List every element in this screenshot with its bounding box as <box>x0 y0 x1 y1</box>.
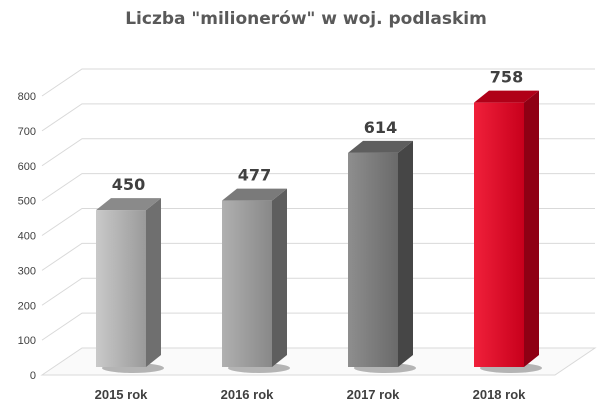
bar-side <box>524 90 539 368</box>
y-axis-ticks: 0 100 200 300 400 500 600 700 800 <box>18 91 36 382</box>
chart-title: Liczba "milionerów" w woj. podlaskim <box>125 9 487 29</box>
gridline <box>41 208 595 236</box>
data-label: 758 <box>490 68 523 87</box>
bar-front <box>96 210 146 367</box>
gridline <box>41 103 595 132</box>
gridlines <box>40 68 597 376</box>
gridline <box>41 312 595 341</box>
bar-side <box>398 140 413 367</box>
y-tick-label: 800 <box>18 91 36 103</box>
data-label: 477 <box>238 166 271 185</box>
bar-top <box>96 198 161 211</box>
y-tick-label: 400 <box>18 231 36 243</box>
x-axis-ticks: 2015 rok 2016 rok 2017 rok 2018 rok <box>95 387 527 402</box>
bar <box>222 188 287 367</box>
bar <box>348 140 413 367</box>
data-labels: 450 477 614 758 <box>112 68 523 194</box>
y-tick-label: 100 <box>18 335 36 347</box>
bar-front <box>222 200 272 367</box>
bar <box>474 90 539 368</box>
x-tick-label: 2017 rok <box>347 387 401 402</box>
y-tick-label: 0 <box>30 370 36 382</box>
gridline <box>41 173 595 202</box>
y-tick-label: 500 <box>18 196 36 208</box>
chart-floor <box>40 347 597 376</box>
x-tick-label: 2018 rok <box>473 387 527 402</box>
bar-front <box>348 152 398 367</box>
y-tick-label: 600 <box>18 161 36 173</box>
gridline <box>41 68 595 97</box>
data-label: 614 <box>364 118 397 137</box>
bar-top <box>222 188 287 201</box>
x-tick-label: 2015 rok <box>95 387 149 402</box>
bar <box>96 198 161 367</box>
bar-side <box>146 198 161 367</box>
bar-side <box>272 188 287 367</box>
y-tick-label: 200 <box>18 300 36 312</box>
y-tick-label: 300 <box>18 265 36 277</box>
x-tick-label: 2016 rok <box>221 387 275 402</box>
y-tick-label: 700 <box>18 126 36 138</box>
gridline <box>41 138 595 167</box>
gridline <box>41 242 595 271</box>
gridline <box>41 277 595 306</box>
bar-top <box>348 140 413 153</box>
bar-top <box>474 90 539 103</box>
bars <box>96 90 539 368</box>
data-label: 450 <box>112 175 145 194</box>
bar-front <box>474 102 524 368</box>
